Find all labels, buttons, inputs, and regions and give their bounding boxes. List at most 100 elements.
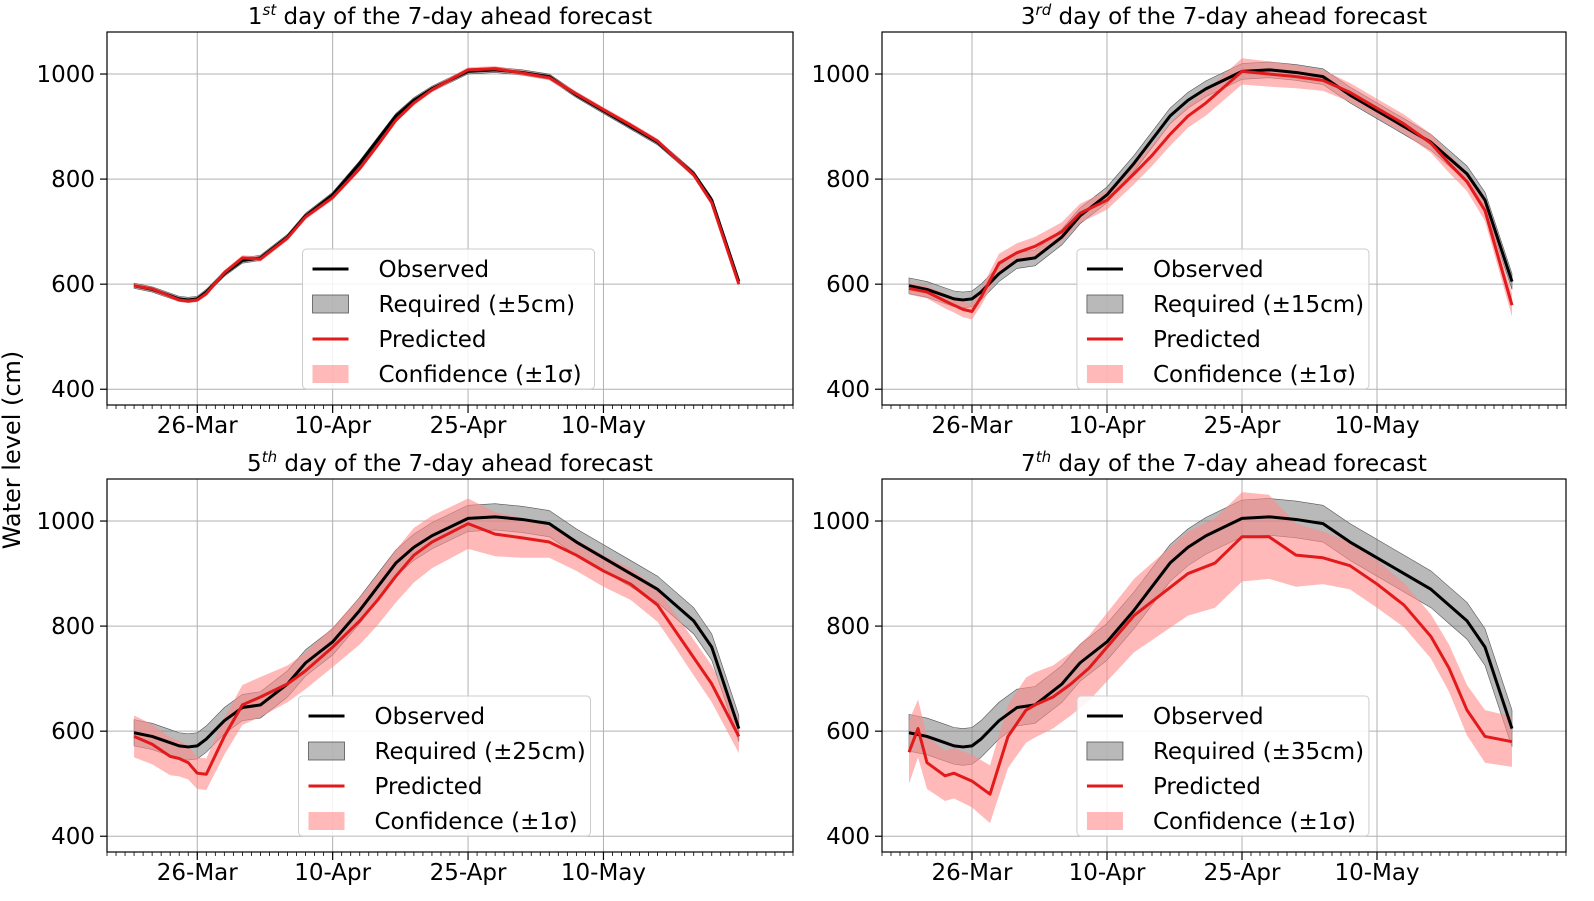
y-tick-label: 800 <box>826 614 870 640</box>
y-tick-label: 800 <box>51 614 95 640</box>
grid <box>107 32 793 405</box>
legend: Observed Required (±15cm) Predicted Confide… <box>1076 248 1370 390</box>
legend-label: Required (±35cm) <box>1153 739 1364 765</box>
legend-label: Confidence (±1σ) <box>1153 809 1356 835</box>
x-tick-label: 26-Mar <box>157 860 239 886</box>
legend-key-confidence <box>1086 365 1123 383</box>
x-tick-label: 10-Apr <box>1069 413 1146 439</box>
legend-key-required <box>308 741 345 761</box>
chart-title-number: 7 <box>1021 451 1036 477</box>
chart-title: 7th day of the 7-day ahead forecast <box>1021 448 1427 477</box>
legend-label: Confidence (±1σ) <box>375 809 578 835</box>
x-tick-label: 26-Mar <box>932 860 1014 886</box>
chart-title-suffix: th <box>262 448 277 466</box>
legend-label: Observed <box>379 257 490 283</box>
chart-title-number: 5 <box>247 451 262 477</box>
y-tick-label: 400 <box>51 824 95 850</box>
chart-panel-2: 400 600 800 1000 26-Mar 10-Apr 25-Apr 10-May 3rd… <box>811 1 1567 439</box>
x-tick-label: 25-Apr <box>430 860 507 886</box>
chart-title: 5th day of the 7-day ahead forecast <box>247 448 653 477</box>
observed-line <box>133 515 741 749</box>
y-tick-label: 600 <box>51 719 95 745</box>
legend-box <box>1076 695 1370 837</box>
legend-key-required <box>312 294 349 314</box>
legend-label: Confidence (±1σ) <box>1153 362 1356 388</box>
legend-label: Predicted <box>375 774 483 800</box>
predicted-line <box>907 535 1513 796</box>
figure-y-axis-label: Water level (cm) <box>0 351 26 550</box>
y-tick-label: 1000 <box>36 509 95 535</box>
x-tick-label: 10-May <box>1334 860 1419 886</box>
x-tick-label: 10-May <box>561 413 646 439</box>
x-tick-label: 25-Apr <box>1204 860 1281 886</box>
legend-label: Predicted <box>379 327 487 353</box>
predicted-line <box>908 69 1514 313</box>
y-tick-label: 1000 <box>811 62 870 88</box>
chart-title-text: day of the 7-day ahead forecast <box>1051 4 1427 30</box>
x-tick-label: 25-Apr <box>430 413 507 439</box>
legend: Observed Required (±5cm) Predicted Confiden… <box>302 248 596 390</box>
legend-box <box>302 248 596 390</box>
chart-title-number: 1 <box>248 4 263 30</box>
y-tick-label: 400 <box>826 824 870 850</box>
predicted-line <box>133 522 741 776</box>
legend-box <box>1076 248 1370 390</box>
legend-label: Required (±25cm) <box>375 739 586 765</box>
predicted-line <box>133 67 741 303</box>
legend-box <box>298 695 592 837</box>
chart-title-text: day of the 7-day ahead forecast <box>1051 451 1427 477</box>
chart-title-suffix: st <box>263 1 278 19</box>
y-tick-label: 400 <box>826 377 870 403</box>
x-tick-label: 10-Apr <box>294 860 371 886</box>
plot-area <box>907 492 1514 824</box>
legend-key-required <box>1086 294 1124 314</box>
confidence-band <box>909 58 1512 320</box>
y-tick-label: 600 <box>826 719 870 745</box>
plot-area <box>133 66 741 304</box>
legend-key-required <box>1086 741 1124 761</box>
legend-label: Confidence (±1σ) <box>379 362 582 388</box>
observed-line <box>908 68 1514 302</box>
legend-label: Predicted <box>1153 774 1261 800</box>
legend: Observed Required (±25cm) Predicted Confide… <box>298 695 592 837</box>
chart-title-suffix: th <box>1036 448 1051 466</box>
y-tick-label: 1000 <box>36 62 95 88</box>
x-tick-label: 10-May <box>1334 413 1419 439</box>
chart-title-text: day of the 7-day ahead forecast <box>276 4 652 30</box>
legend-label: Required (±5cm) <box>379 292 576 318</box>
x-tick-label: 26-Mar <box>932 413 1014 439</box>
legend: Observed Required (±35cm) Predicted Confide… <box>1076 695 1370 837</box>
legend-label: Required (±15cm) <box>1153 292 1364 318</box>
plot-area <box>908 58 1514 320</box>
legend-key-confidence <box>308 812 345 830</box>
chart-panels: 400 600 800 1000 26-Mar 10-Apr 25-Apr 10-May 1st… <box>36 1 1567 886</box>
x-tick-label: 25-Apr <box>1204 413 1281 439</box>
y-tick-label: 600 <box>51 272 95 298</box>
legend-label: Observed <box>1153 704 1264 730</box>
chart-panel-4: 400 600 800 1000 26-Mar 10-Apr 25-Apr 10-May 7th… <box>811 448 1567 886</box>
chart-title-number: 3 <box>1021 4 1036 30</box>
x-tick-label: 26-Mar <box>157 413 239 439</box>
y-tick-label: 800 <box>51 167 95 193</box>
observed-line <box>908 515 1514 749</box>
chart-panel-1: 400 600 800 1000 26-Mar 10-Apr 25-Apr 10-May 1st… <box>36 1 794 439</box>
chart-title: 3rd day of the 7-day ahead forecast <box>1021 1 1427 30</box>
confidence-band <box>134 498 739 791</box>
chart-title: 1st day of the 7-day ahead forecast <box>248 1 652 30</box>
chart-title-suffix: rd <box>1036 1 1052 19</box>
chart-panel-3: 400 600 800 1000 26-Mar 10-Apr 25-Apr 10-May 5th… <box>36 448 794 886</box>
chart-title-text: day of the 7-day ahead forecast <box>277 451 653 477</box>
x-tick-label: 10-Apr <box>1069 860 1146 886</box>
legend-label: Predicted <box>1153 327 1261 353</box>
x-tick-label: 10-Apr <box>294 413 371 439</box>
y-tick-label: 1000 <box>811 509 870 535</box>
y-tick-label: 800 <box>826 167 870 193</box>
legend-label: Observed <box>375 704 486 730</box>
legend-label: Observed <box>1153 257 1264 283</box>
x-tick-label: 10-May <box>561 860 646 886</box>
y-tick-label: 600 <box>826 272 870 298</box>
legend-key-confidence <box>1086 812 1123 830</box>
legend-key-confidence <box>312 365 349 383</box>
plot-area <box>133 498 741 791</box>
